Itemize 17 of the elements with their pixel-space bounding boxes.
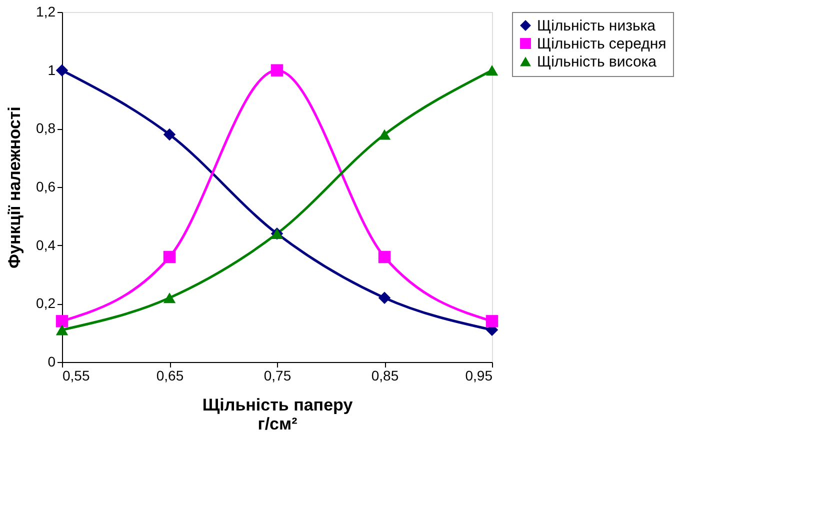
legend-label: Щільність низька — [537, 18, 656, 34]
y-tick-label: 1,2 — [36, 4, 56, 20]
legend-label: Щільність середня — [537, 36, 666, 52]
x-axis-title: Щільність паперу г/см² — [202, 396, 354, 434]
x-tick-label: 0,65 — [156, 368, 184, 384]
x-tick-label: 0,85 — [371, 368, 399, 384]
y-tick-label: 0 — [48, 354, 56, 370]
y-tick-label: 1 — [48, 62, 56, 78]
y-tick-label: 0,8 — [36, 120, 56, 136]
x-tick-label: 0,95 — [465, 368, 493, 384]
y-axis-title: Функції належності — [5, 106, 24, 268]
y-tick-label: 0,6 — [36, 178, 56, 194]
x-tick-label: 0,55 — [62, 368, 90, 384]
y-tick-label: 0,2 — [36, 295, 56, 312]
y-tick-label: 0,4 — [36, 236, 56, 253]
legend-label: Щільність висока — [537, 54, 658, 70]
x-tick-label: 0,75 — [264, 368, 292, 384]
